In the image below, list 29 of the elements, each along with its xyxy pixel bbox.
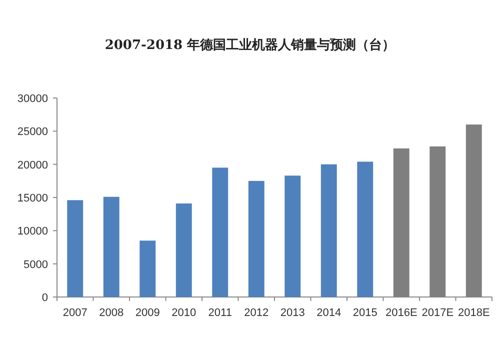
bar [357,162,374,297]
y-tick-label: 20000 [17,159,48,172]
x-tick-label: 2013 [280,307,305,319]
x-tick-label: 2009 [135,307,160,319]
bar [320,164,337,297]
x-tick-label: 2014 [316,307,342,319]
y-tick-label: 0 [42,292,48,304]
bar [67,200,84,297]
x-tick-label: 2012 [244,307,269,319]
y-tick-label: 10000 [17,226,48,238]
x-tick-label: 2007 [62,307,88,319]
x-tick-label: 2017E [422,307,454,319]
y-tick-label: 30000 [17,93,48,105]
x-tick-label: 2018E [458,307,490,319]
x-tick-label: 2008 [99,307,124,319]
bar [103,196,120,297]
x-tick-label: 2015 [352,307,378,319]
y-tick-label: 5000 [24,258,48,271]
x-tick-label: 2016E [385,307,418,319]
bar [284,176,301,297]
x-tick-label: 2010 [172,307,196,319]
bar [176,203,192,297]
y-tick-label: 15000 [17,192,48,204]
x-tick-label: 2011 [208,307,232,319]
bar [212,168,228,297]
bar [140,240,156,297]
y-tick-label: 25000 [17,126,48,138]
chart-title: 2007-2018 年德国工业机器人销量与预测（台） [104,37,396,53]
bar [248,180,264,297]
